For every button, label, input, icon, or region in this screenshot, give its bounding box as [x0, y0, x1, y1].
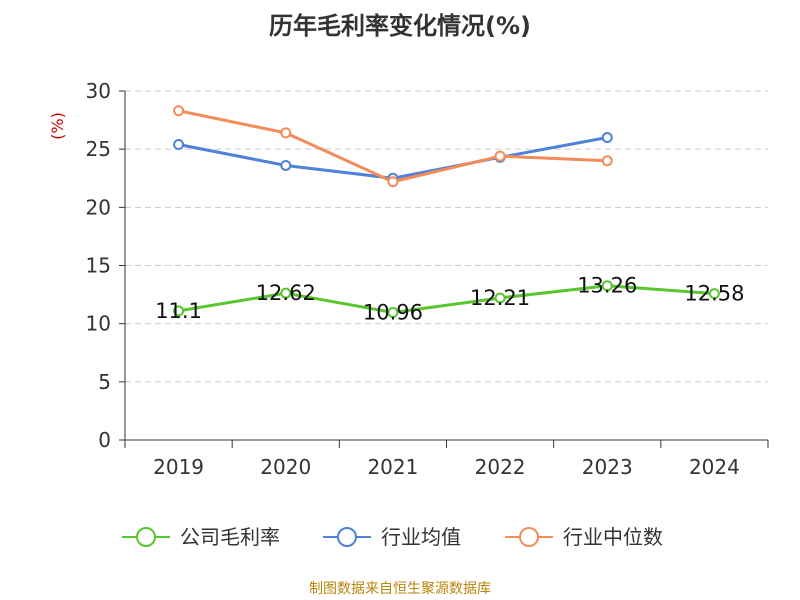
y-tick-label: 5: [98, 370, 111, 394]
data-label: 13.26: [577, 274, 637, 298]
legend-label: 公司毛利率: [180, 525, 280, 549]
legend-label: 行业中位数: [563, 525, 663, 549]
legend-marker-2: [519, 527, 539, 547]
data-point: [601, 132, 613, 144]
data-point: [173, 139, 185, 151]
data-point: [494, 150, 506, 162]
data-label: 12.58: [684, 282, 744, 306]
y-tick-label: 10: [86, 312, 111, 336]
x-tick-label: 2022: [475, 455, 526, 479]
data-point: [494, 292, 506, 304]
x-tick-label: 2020: [260, 455, 311, 479]
data-point: [387, 306, 399, 318]
chart-title: 历年毛利率变化情况(%): [269, 12, 531, 40]
y-axis-label: (%): [48, 112, 67, 140]
y-tick-label: 15: [86, 254, 111, 278]
legend-label: 行业均值: [381, 525, 461, 549]
data-label: 10.96: [363, 300, 423, 324]
series-line-2: [178, 109, 608, 184]
x-tick-label: 2023: [582, 455, 633, 479]
y-tick-label: 25: [86, 137, 111, 161]
y-tick-label: 30: [86, 79, 111, 103]
data-point: [601, 155, 613, 167]
x-tick-label: 2024: [689, 455, 740, 479]
source-note: 制图数据来自恒生聚源数据库: [309, 581, 491, 597]
data-point: [280, 159, 292, 171]
x-tick-label: 2021: [367, 455, 418, 479]
data-label: 11.1: [155, 299, 202, 323]
data-label: 12.62: [256, 281, 316, 305]
x-tick-label: 2019: [153, 455, 204, 479]
data-point: [387, 176, 399, 188]
data-point: [280, 287, 292, 299]
legend-marker-0: [136, 527, 156, 547]
y-tick-label: 20: [86, 195, 111, 219]
data-point: [601, 280, 613, 292]
data-point: [708, 288, 720, 300]
y-tick-label: 0: [98, 428, 111, 452]
data-point: [280, 127, 292, 139]
legend-marker-1: [337, 527, 357, 547]
data-point: [173, 105, 185, 117]
data-label: 12.21: [470, 286, 530, 310]
series-line-0: [178, 284, 715, 314]
data-point: [173, 305, 185, 317]
